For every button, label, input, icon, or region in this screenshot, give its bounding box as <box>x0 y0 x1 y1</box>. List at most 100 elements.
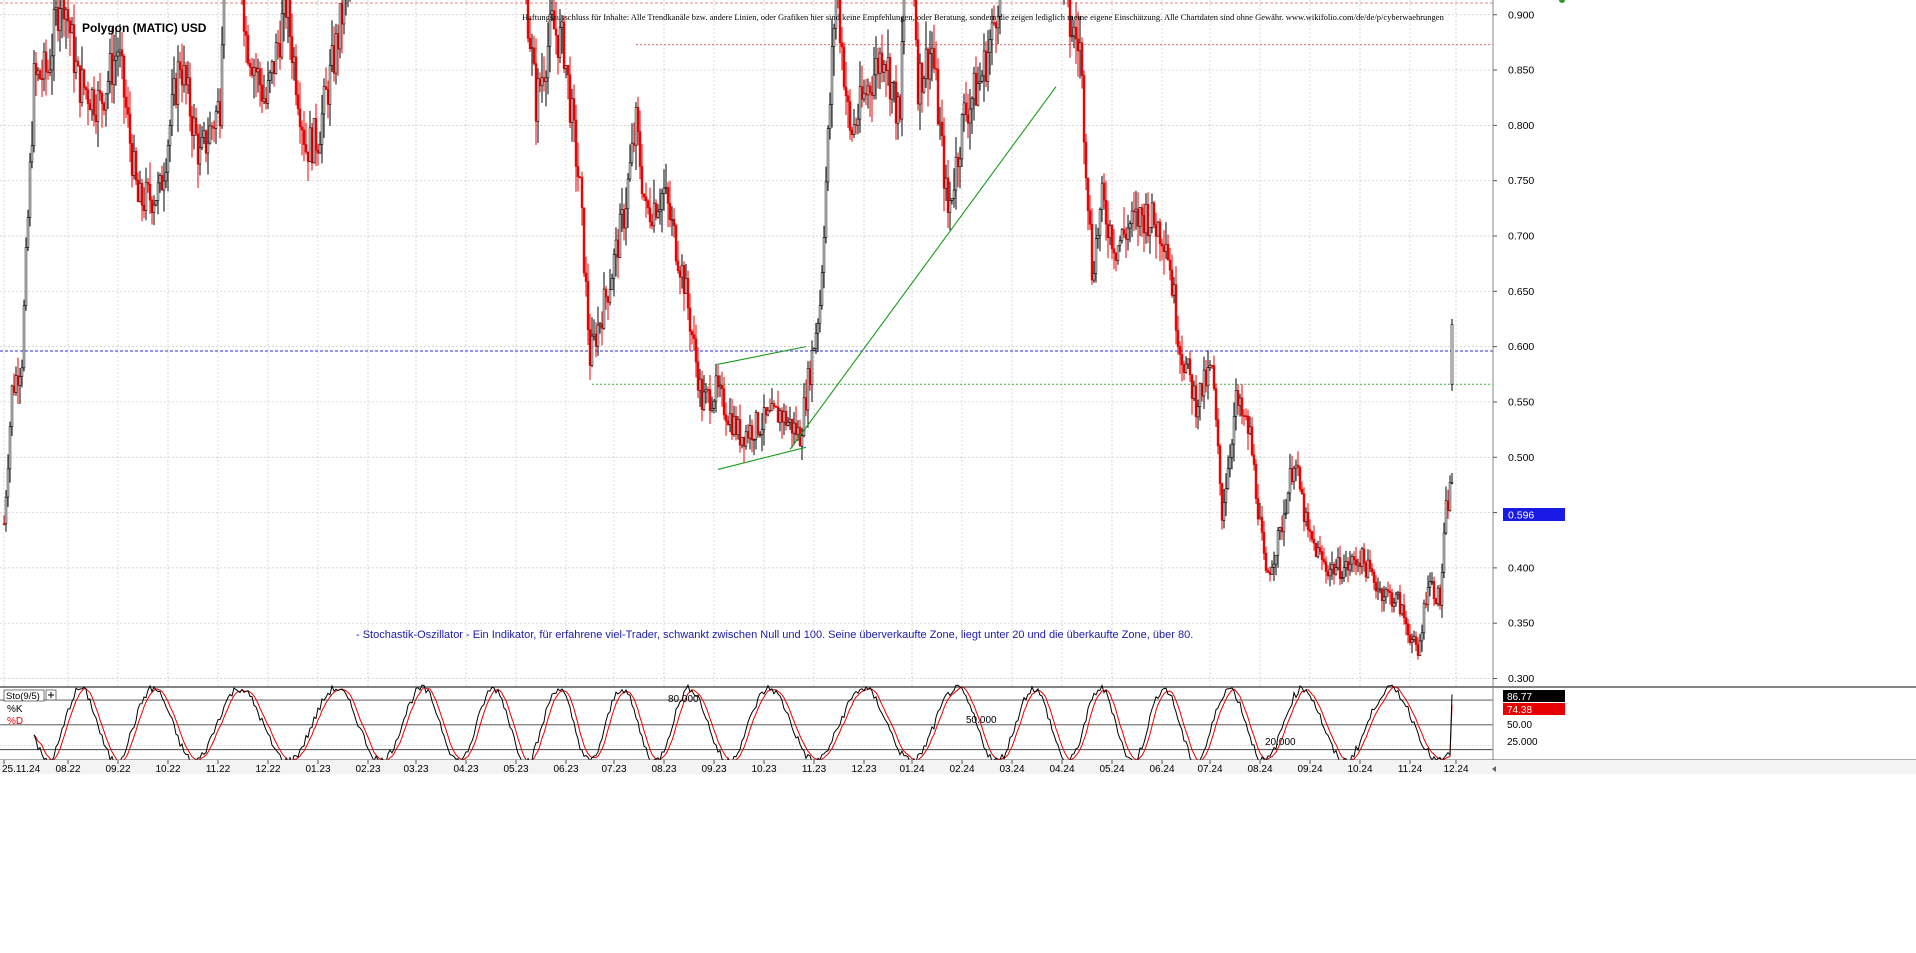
candle-body <box>674 225 678 262</box>
d-legend: %D <box>7 716 23 727</box>
candle-body <box>268 72 272 81</box>
candle-body <box>1274 554 1278 565</box>
candle-body <box>950 198 954 201</box>
candle-body <box>112 59 116 85</box>
candle-body <box>576 166 580 178</box>
candle-body <box>70 24 74 34</box>
stochastic-label-box[interactable] <box>3 689 45 702</box>
candle-body <box>962 102 966 115</box>
k-legend: %K <box>7 704 23 715</box>
scroll-left-icon[interactable] <box>1492 766 1496 772</box>
candle-body <box>1108 225 1112 239</box>
candle-body <box>338 3 342 50</box>
candle-body <box>656 211 660 218</box>
candle-body <box>110 53 114 85</box>
candle-body <box>1166 243 1170 261</box>
candle-body <box>1162 245 1166 252</box>
candle-body <box>634 107 638 146</box>
candle-body <box>1386 589 1390 592</box>
candle-body <box>754 412 758 440</box>
candle-body <box>1344 561 1348 568</box>
candle-body <box>1156 221 1160 237</box>
candle-body <box>8 426 12 470</box>
candle-body <box>46 71 50 74</box>
candle-body <box>730 413 734 435</box>
candle-body <box>122 55 126 98</box>
y-tick-label: 0.850 <box>1508 65 1534 77</box>
candle-body <box>1346 561 1350 571</box>
candle-body <box>202 130 206 138</box>
candle-body <box>1434 598 1438 605</box>
candle-body <box>544 77 548 82</box>
candle-body <box>158 175 162 184</box>
candle-body <box>762 407 766 430</box>
candle-body <box>22 305 26 369</box>
candle-body <box>640 166 644 195</box>
candle-body <box>1154 224 1158 237</box>
candle-body <box>1140 207 1144 216</box>
candle-body <box>1310 531 1314 540</box>
candle-body <box>1394 593 1398 604</box>
candle-body <box>578 176 582 179</box>
candle-body <box>90 89 94 111</box>
candle-body <box>792 422 796 434</box>
plus-icon <box>48 692 54 698</box>
candle-body <box>1088 210 1092 225</box>
candle-body <box>802 397 806 436</box>
candle-body <box>76 60 80 67</box>
candle-body <box>1262 531 1266 554</box>
candle-body <box>1176 330 1180 347</box>
x-tick-label: 05.23 <box>503 764 528 775</box>
candle-body <box>1096 234 1100 239</box>
reference-lines <box>0 44 1493 385</box>
candle-body <box>668 203 672 220</box>
x-tick-label: 11.22 <box>206 764 231 775</box>
candle-body <box>574 119 578 167</box>
candle-body <box>1138 207 1142 227</box>
x-tick-label: 03.24 <box>999 764 1024 775</box>
candle-body <box>1334 567 1338 575</box>
candle-body <box>970 98 974 110</box>
x-tick-label: 09.22 <box>105 764 130 775</box>
candle-body <box>4 496 8 525</box>
candle-body <box>1146 204 1150 237</box>
candle-body <box>166 145 170 173</box>
candle-body <box>928 53 932 80</box>
candle-body <box>322 86 326 115</box>
candle-body <box>68 20 72 34</box>
x-tick-label: 05.24 <box>1099 764 1124 775</box>
candle-body <box>18 376 22 386</box>
candle-body <box>1378 588 1382 591</box>
candle-body <box>1206 367 1210 387</box>
candle-body <box>198 147 202 165</box>
candle-body <box>1110 225 1114 250</box>
candle-body <box>1400 604 1404 615</box>
candle-body <box>1252 454 1256 465</box>
x-tick-label: 08.22 <box>55 764 80 775</box>
candle-body <box>1196 406 1200 418</box>
candle-body <box>1226 468 1230 490</box>
candle-body <box>600 323 604 329</box>
candle-body <box>258 68 262 86</box>
candle-body <box>618 213 622 258</box>
candle-body <box>152 204 156 213</box>
candle-body <box>1086 177 1090 211</box>
candle-body <box>598 323 602 326</box>
candle-body <box>866 85 870 96</box>
candle-body <box>1374 582 1378 592</box>
candle-body <box>1084 141 1088 179</box>
candle-body <box>936 69 940 125</box>
candle-body <box>170 94 174 127</box>
time-axis: 25.11.24 08.22 09.22 10.22 11.22 12.22 01.23 02… <box>2 760 1469 775</box>
trendline <box>717 346 807 365</box>
candle-body <box>952 189 956 199</box>
candle-body <box>36 70 40 76</box>
x-tick-label: 01.24 <box>899 764 924 775</box>
candle-body <box>1188 358 1192 376</box>
disclaimer-text: Haftungsausschluss für Inhalte: Alle Tre… <box>522 12 1445 22</box>
candle-body <box>1124 233 1128 240</box>
candle-body <box>814 332 818 349</box>
candle-body <box>1436 587 1440 605</box>
candle-body <box>546 45 550 79</box>
